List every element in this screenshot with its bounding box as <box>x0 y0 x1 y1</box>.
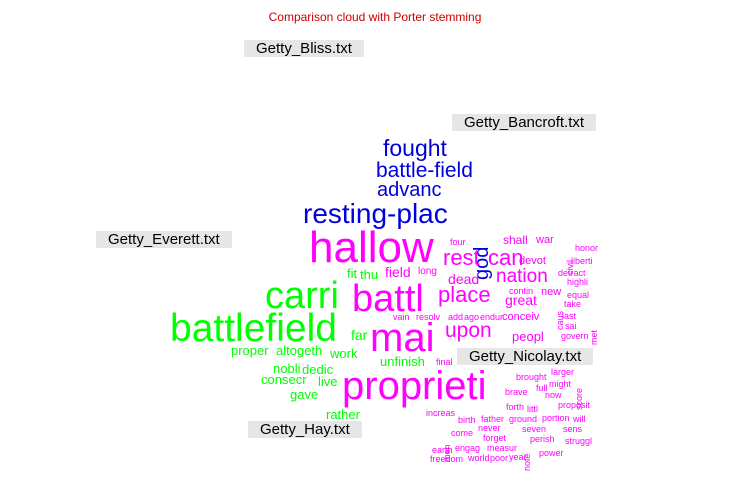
cloud-word-endur: endur <box>480 312 504 322</box>
cloud-word-shall: shall <box>503 233 528 247</box>
cloud-word-proper: proper <box>231 343 269 358</box>
cloud-word-battl: battl <box>352 278 424 320</box>
cloud-word-dead: dead <box>448 271 480 287</box>
doc-label-everett: Getty_Everett.txt <box>96 231 232 248</box>
cloud-word-seven: seven <box>522 424 547 434</box>
cloud-word-fit: fit <box>347 266 358 281</box>
cloud-word-last: last <box>562 311 577 321</box>
doc-label-nicolay: Getty_Nicolay.txt <box>457 348 594 365</box>
cloud-word-carri: carri <box>265 275 339 317</box>
doc-label-bliss: Getty_Bliss.txt <box>244 40 364 57</box>
cloud-word-thu: thu <box>360 267 379 282</box>
cloud-word-freedom: freedom <box>430 454 464 464</box>
cloud-word-world: world <box>468 453 490 463</box>
cloud-word-hallow: hallow <box>309 223 434 272</box>
cloud-word-earth: earth <box>432 445 453 455</box>
cloud-word-battlefield: battlefield <box>170 307 337 350</box>
cloud-word-year: year <box>509 452 527 462</box>
cloud-word-never: never <box>478 423 501 433</box>
cloud-word-new: new <box>541 286 562 298</box>
cloud-word-mai: mai <box>370 316 435 360</box>
cloud-word-four: four <box>450 237 466 247</box>
cloud-word-resting-plac: resting-plac <box>303 198 448 229</box>
cloud-word-peopl: peopl <box>512 329 544 344</box>
cloud-word-work: work <box>330 346 358 361</box>
cloud-word-contin: contin <box>509 286 534 296</box>
cloud-word-place: place <box>438 282 491 307</box>
cloud-word-dedic: dedic <box>302 362 334 377</box>
cloud-word-full: full <box>536 383 548 393</box>
cloud-word-father: father <box>481 414 505 424</box>
cloud-word-can: can <box>488 245 524 270</box>
cloud-word-govern: govern <box>561 331 589 341</box>
cloud-word-increas: increas <box>426 408 456 418</box>
cloud-word-add: add <box>448 312 464 322</box>
cloud-word-will: will <box>573 414 586 424</box>
cloud-word-power: power <box>539 448 564 458</box>
cloud-word-nobli: nobli <box>273 361 301 376</box>
cloud-word-conceiv: conceiv <box>502 311 540 323</box>
cloud-word-civil: civil <box>565 259 575 275</box>
cloud-word-gave: gave <box>290 387 319 402</box>
cloud-word-forth: forth <box>506 402 525 412</box>
cloud-word-highli: highli <box>567 277 589 287</box>
cloud-word-now: now <box>545 390 562 400</box>
cloud-word-met: met <box>589 329 599 345</box>
cloud-word-struggl: struggl <box>565 436 593 446</box>
cloud-word-measur: measur <box>487 443 518 453</box>
cloud-word-nation: nation <box>496 266 548 287</box>
cloud-word-engag: engag <box>455 443 481 453</box>
cloud-word-proposit: proposit <box>558 400 591 410</box>
cloud-word-sai: sai <box>565 321 577 331</box>
cloud-word-altogeth: altogeth <box>276 343 323 358</box>
cloud-word-unfinish: unfinish <box>380 354 425 369</box>
cloud-word-great: great <box>505 292 537 308</box>
cloud-word-ground: ground <box>509 414 538 424</box>
cloud-word-liberti: liberti <box>571 256 593 266</box>
cloud-word-long: long <box>418 266 437 277</box>
cloud-word-sens: sens <box>563 424 583 434</box>
cloud-word-forget: forget <box>483 433 507 443</box>
cloud-word-birth: birth <box>458 415 476 425</box>
cloud-word-come: come <box>451 428 474 438</box>
cloud-word-larger: larger <box>551 367 575 377</box>
cloud-word-battle-field: battle-field <box>376 159 473 182</box>
cloud-word-fought: fought <box>383 135 447 161</box>
cloud-word-brave: brave <box>505 387 528 397</box>
cloud-word-rather: rather <box>326 407 360 422</box>
cloud-word-rest: rest <box>443 245 480 270</box>
doc-label-bancroft: Getty_Bancroft.txt <box>452 114 597 131</box>
cloud-word-perish: perish <box>530 434 555 444</box>
cloud-word-ago: ago <box>464 312 480 322</box>
chart-title: Comparison cloud with Porter stemming <box>268 10 482 24</box>
cloud-word-devot: devot <box>519 255 546 267</box>
cloud-word-littl: littl <box>527 404 538 414</box>
cloud-word-advanc: advanc <box>377 179 442 201</box>
cloud-word-upon: upon <box>445 319 492 342</box>
cloud-word-field: field <box>385 264 411 280</box>
doc-label-hay: Getty_Hay.txt <box>248 421 362 438</box>
cloud-word-caus: caus <box>555 310 565 330</box>
cloud-word-brought: brought <box>516 372 547 382</box>
cloud-word-live: live <box>318 374 338 389</box>
cloud-word-final: final <box>436 357 453 367</box>
cloud-word-portion: portion <box>542 413 570 423</box>
cloud-word-honor: honor <box>575 243 599 253</box>
cloud-word-might: might <box>549 379 572 389</box>
cloud-word-poor: poor <box>490 453 509 463</box>
cloud-word-war: war <box>536 234 554 246</box>
cloud-word-consecr: consecr <box>261 372 307 387</box>
cloud-word-proprieti: proprieti <box>342 364 487 408</box>
cloud-word-take: take <box>564 299 582 309</box>
cloud-word-detract: detract <box>558 268 586 278</box>
cloud-word-equal: equal <box>567 290 590 300</box>
cloud-word-far: far <box>351 327 368 343</box>
cloud-word-resolv: resolv <box>416 312 441 322</box>
cloud-word-vain: vain <box>393 312 410 322</box>
